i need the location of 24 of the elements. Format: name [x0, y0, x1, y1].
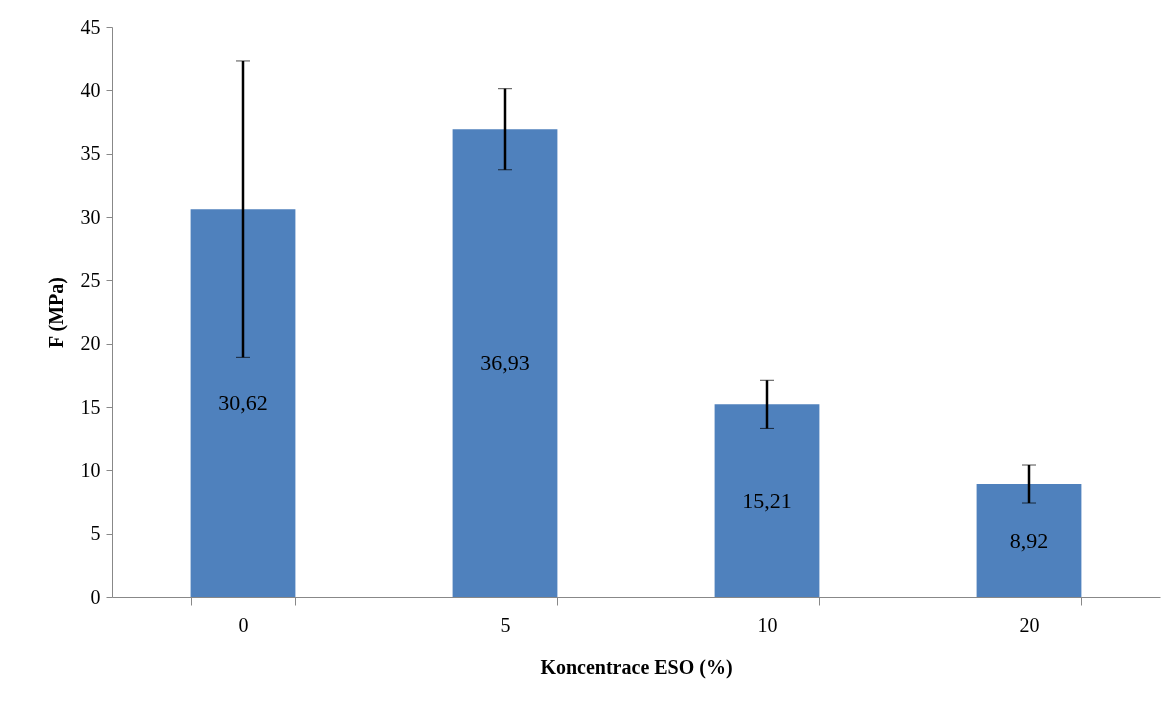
data-label: 36,93 — [480, 350, 530, 376]
y-tick-label: 45 — [80, 15, 101, 38]
x-tick-label: 0 — [238, 613, 249, 636]
y-tick-label: 15 — [80, 395, 101, 418]
data-label: 15,21 — [742, 487, 792, 513]
bar — [714, 404, 820, 597]
bar — [190, 209, 296, 597]
y-tick-label: 35 — [80, 142, 101, 165]
y-tick-label: 10 — [80, 458, 101, 481]
data-label: 8,92 — [1009, 527, 1049, 553]
bar — [452, 129, 558, 597]
y-tick-label: 0 — [90, 585, 101, 608]
y-axis-title: F (MPa) — [44, 277, 68, 348]
bar — [976, 484, 1082, 597]
x-tick-label: 20 — [1019, 613, 1040, 636]
y-tick-label: 30 — [80, 205, 101, 228]
x-tick-label: 10 — [757, 613, 778, 636]
y-tick-label: 20 — [80, 332, 101, 355]
y-tick-label: 40 — [80, 78, 101, 101]
x-axis-title: Koncentrace ESO (%) — [540, 655, 733, 679]
y-tick-label: 5 — [90, 522, 101, 545]
data-label: 30,62 — [218, 390, 268, 416]
y-tick-label: 25 — [80, 268, 101, 291]
x-tick-label: 5 — [500, 613, 511, 636]
